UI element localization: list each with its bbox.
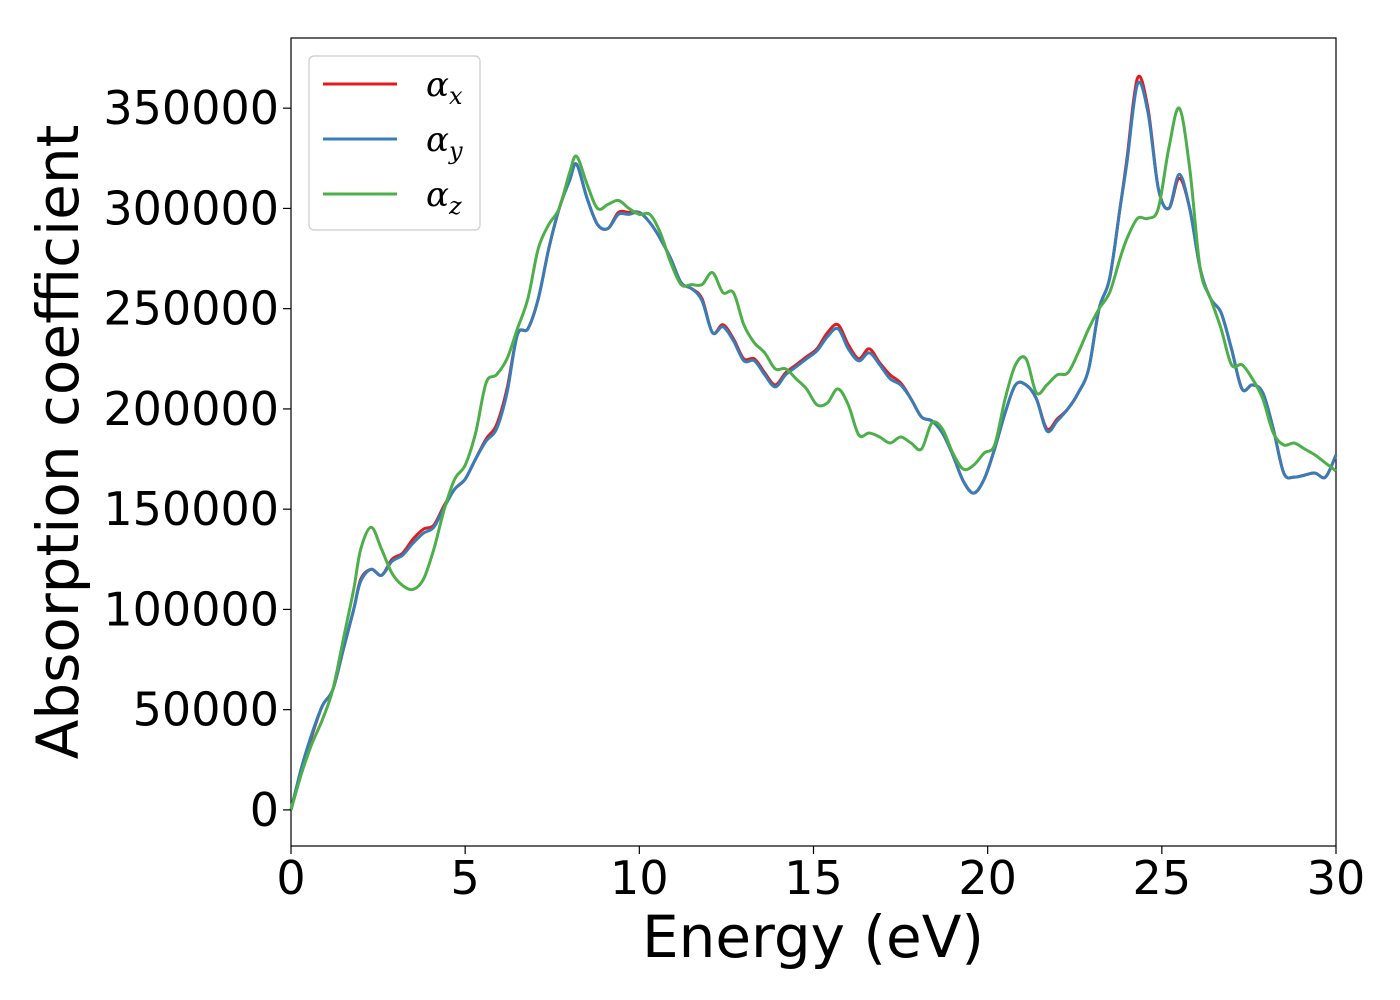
series-line-y <box>289 80 1338 811</box>
legend: αx αy αz <box>308 55 481 231</box>
legend-items: αx αy αz <box>323 65 463 220</box>
x-tick-label: 5 <box>451 851 480 905</box>
series-layer <box>289 74 1338 811</box>
x-tick-label: 30 <box>1307 851 1366 905</box>
x-axis-ticks: 0 5 10 15 20 25 30 <box>276 846 1365 905</box>
legend-label-y: αy <box>426 120 463 165</box>
y-tick-label: 350000 <box>103 81 279 135</box>
series-line-z <box>289 106 1337 811</box>
x-axis-label: Energy (eV) <box>642 903 984 971</box>
x-tick-label: 0 <box>276 851 305 905</box>
legend-label-z: αz <box>426 175 462 220</box>
y-tick-label: 150000 <box>103 482 279 536</box>
x-tick-label: 10 <box>610 851 669 905</box>
y-tick-label: 300000 <box>103 181 279 235</box>
x-tick-label: 15 <box>784 851 843 905</box>
legend-box <box>308 55 481 231</box>
y-tick-label: 100000 <box>103 582 279 636</box>
y-tick-label: 0 <box>250 783 279 837</box>
x-tick-label: 25 <box>1133 851 1192 905</box>
y-axis-label: Absorption coefficient <box>24 125 92 760</box>
x-tick-label: 20 <box>958 851 1017 905</box>
y-tick-label: 200000 <box>103 382 279 436</box>
y-tick-label: 250000 <box>103 282 279 336</box>
legend-label-x: αx <box>426 65 463 110</box>
y-tick-label: 50000 <box>133 683 279 737</box>
y-axis-ticks: 0 50000 100000 150000 200000 250000 300000 3500… <box>103 81 291 837</box>
